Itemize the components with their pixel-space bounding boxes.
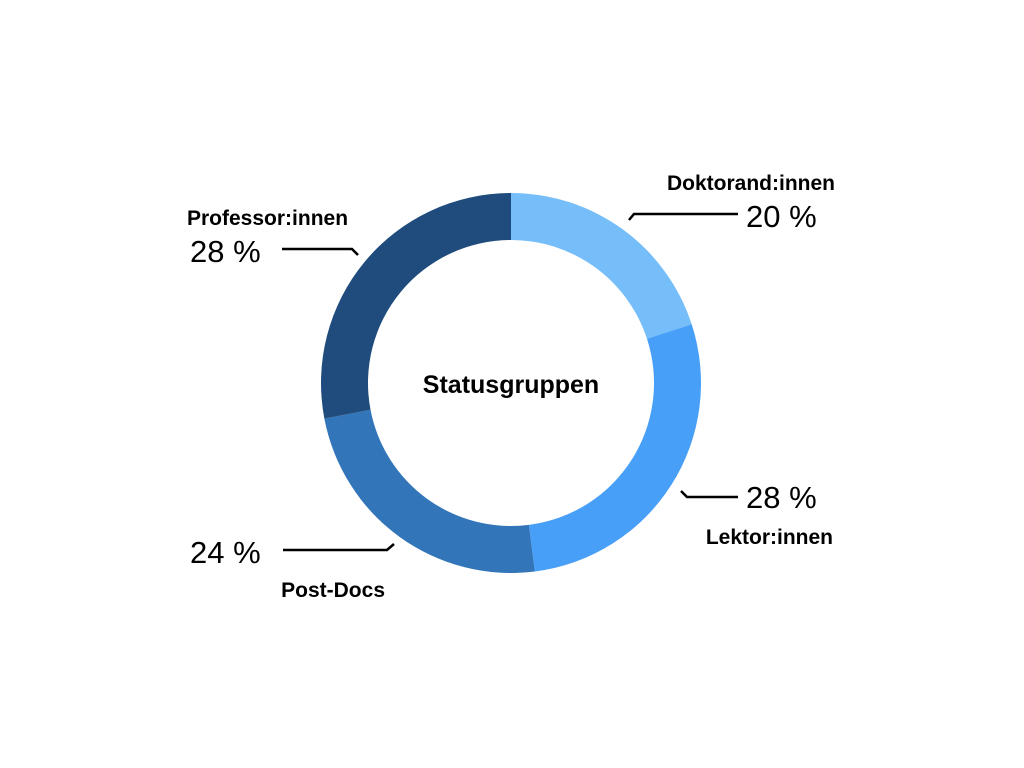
chart-title: Statusgruppen	[423, 371, 599, 399]
value-label-postdocs: 24 %	[190, 535, 261, 570]
slices	[321, 193, 701, 573]
leader-line-postdocs	[283, 543, 395, 552]
label-doktorand: Doktorand:innen	[667, 172, 835, 195]
value-label-lektor: 28 %	[746, 480, 817, 515]
leader-line-lektor	[680, 490, 738, 499]
value-label-professor: 28 %	[190, 234, 261, 269]
label-lektor: Lektor:innen	[706, 526, 833, 549]
label-professor: Professor:innen	[187, 207, 348, 230]
value-label-doktorand: 20 %	[746, 199, 817, 234]
label-postdocs: Post-Docs	[281, 579, 385, 602]
slice-professor-innen	[321, 193, 511, 419]
leader-line-doktorand	[628, 212, 738, 221]
slice-post-docs	[324, 409, 535, 573]
slice-lektor-innen	[528, 324, 701, 572]
slice-doktorand-innen	[511, 193, 692, 339]
leader-line-professor	[282, 247, 359, 256]
